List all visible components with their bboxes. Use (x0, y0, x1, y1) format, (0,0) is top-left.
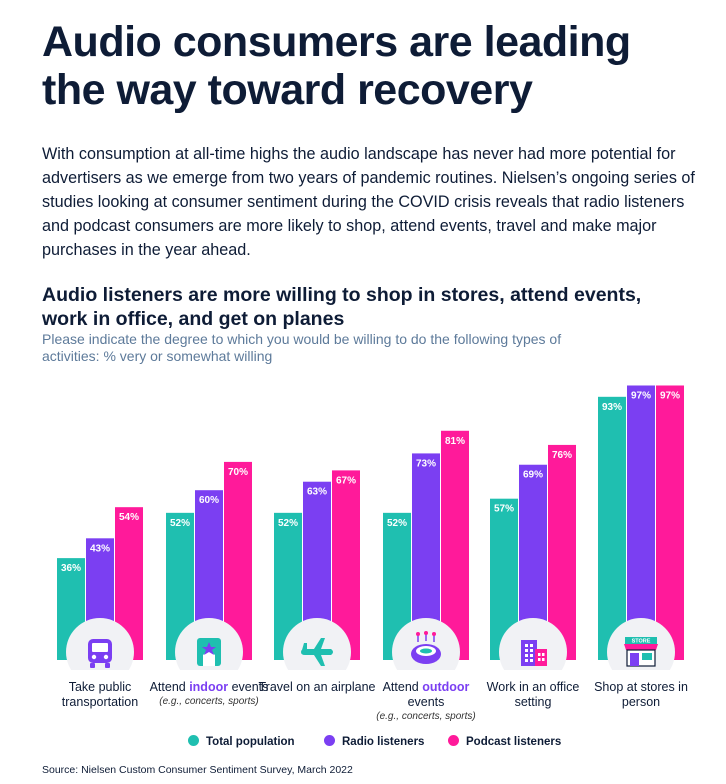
theater-ticket-icon (197, 638, 221, 666)
bar-podcast (441, 430, 469, 660)
data-label: 57% (494, 504, 514, 515)
category-label: Work in an office setting (473, 680, 593, 710)
store-icon: STORE (624, 637, 658, 667)
data-label: 69% (523, 470, 543, 481)
icon-circle (283, 618, 351, 670)
legend-item-podcast: Podcast listeners (448, 735, 561, 748)
category-label: Take public transportation (40, 680, 160, 710)
category-note: (e.g., concerts, sports) (376, 711, 476, 722)
data-label: 52% (170, 518, 190, 529)
chart-question: Please indicate the degree to which you … (42, 331, 562, 364)
data-label: 54% (119, 512, 139, 523)
legend-swatch-radio (324, 735, 335, 746)
data-label: 81% (445, 436, 465, 447)
data-label: 97% (631, 390, 651, 401)
category-label-text: Shop at stores in person (594, 680, 688, 709)
stadium-icon (411, 631, 441, 664)
data-label: 93% (602, 402, 622, 413)
airplane-icon (301, 638, 333, 666)
category-note: (e.g., concerts, sports) (159, 696, 259, 707)
page-title: Audio consumers are leading the way towa… (42, 18, 631, 114)
data-label: 36% (61, 563, 81, 574)
category-label-text: Travel on an airplane (258, 680, 376, 694)
chart-title: Audio listeners are more willing to shop… (42, 284, 642, 330)
data-label: 43% (90, 543, 110, 554)
intro-paragraph: With consumption at all-time highs the a… (42, 145, 695, 259)
bus-icon (88, 639, 112, 668)
bar-total (598, 396, 626, 660)
legend-swatch-podcast (448, 735, 459, 746)
category-label-highlight: outdoor (422, 680, 470, 694)
legend-swatch-total (188, 735, 199, 746)
data-label: 97% (660, 390, 680, 401)
bar-podcast (656, 385, 684, 660)
data-label: 73% (416, 458, 436, 469)
category-label-highlight: indoor (189, 680, 229, 694)
data-label: 70% (228, 467, 248, 478)
data-label: 60% (199, 495, 219, 506)
data-label: 76% (552, 450, 572, 461)
category-label: Attend indoor events (e.g., concerts, spo… (149, 680, 269, 709)
bar-chart: 36% 43% 54% 52% 60% 70% 52% 63% 67% 52% 73% 81% 57% 6… (57, 385, 684, 670)
category-label-text: Work in an office setting (486, 680, 580, 709)
category-label-text: Attend outdoor events (382, 680, 470, 709)
bar-podcast (548, 444, 576, 660)
data-label: 63% (307, 487, 327, 498)
store-sign-text: STORE (632, 639, 651, 645)
legend-item-radio: Radio listeners (324, 735, 424, 748)
bar-group: 52% 73% 81% (383, 430, 469, 660)
bar-group: 93% 97% 97% (598, 385, 684, 660)
category-label: Shop at stores in person (581, 680, 701, 710)
office-building-icon (521, 640, 547, 666)
bar-radio (627, 385, 655, 660)
category-label-text: Take public transportation (61, 680, 139, 709)
legend-item-total: Total population (188, 735, 295, 748)
data-label: 67% (336, 475, 356, 486)
category-label: Attend outdoor events (e.g., concerts, sp… (366, 680, 486, 724)
category-label-text: Attend indoor events (149, 680, 269, 694)
data-label: 52% (387, 518, 407, 529)
category-label: Travel on an airplane (257, 680, 377, 695)
source-note: Source: Nielsen Custom Consumer Sentimen… (42, 764, 353, 776)
data-label: 52% (278, 518, 298, 529)
